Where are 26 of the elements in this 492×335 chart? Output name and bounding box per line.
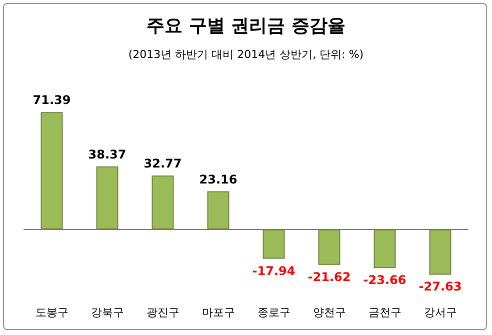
x-tick-label: 강북구	[90, 306, 124, 319]
data-label: -21.62	[308, 270, 351, 284]
data-label: -23.66	[363, 273, 406, 288]
data-label: 38.37	[88, 147, 126, 162]
data-label: 23.16	[199, 172, 238, 186]
data-label: 32.77	[144, 156, 182, 171]
x-tick-label: 광진구	[146, 306, 180, 319]
bar	[96, 166, 118, 230]
data-label: -27.63	[418, 280, 462, 294]
x-tick-label: 종로구	[257, 306, 290, 319]
bar	[429, 229, 452, 275]
chart-title: 주요 구별 권리금 증감율	[146, 16, 346, 36]
x-tick-label: 마포구	[202, 306, 235, 319]
bar	[152, 176, 174, 230]
data-label: 71.39	[32, 93, 71, 108]
bar	[374, 229, 396, 268]
x-tick-label: 강서구	[424, 306, 457, 319]
data-label: -17.94	[252, 264, 296, 278]
bar	[207, 191, 230, 230]
bar	[262, 229, 285, 259]
bar	[40, 112, 63, 230]
x-tick-label: 양천구	[312, 306, 346, 319]
chart-subtitle: (2013년 하반기 대비 2014년 상반기, 단위: %)	[128, 48, 364, 61]
x-tick-label: 도봉구	[35, 306, 68, 319]
x-tick-label: 금천구	[368, 306, 402, 319]
bar	[318, 229, 340, 265]
